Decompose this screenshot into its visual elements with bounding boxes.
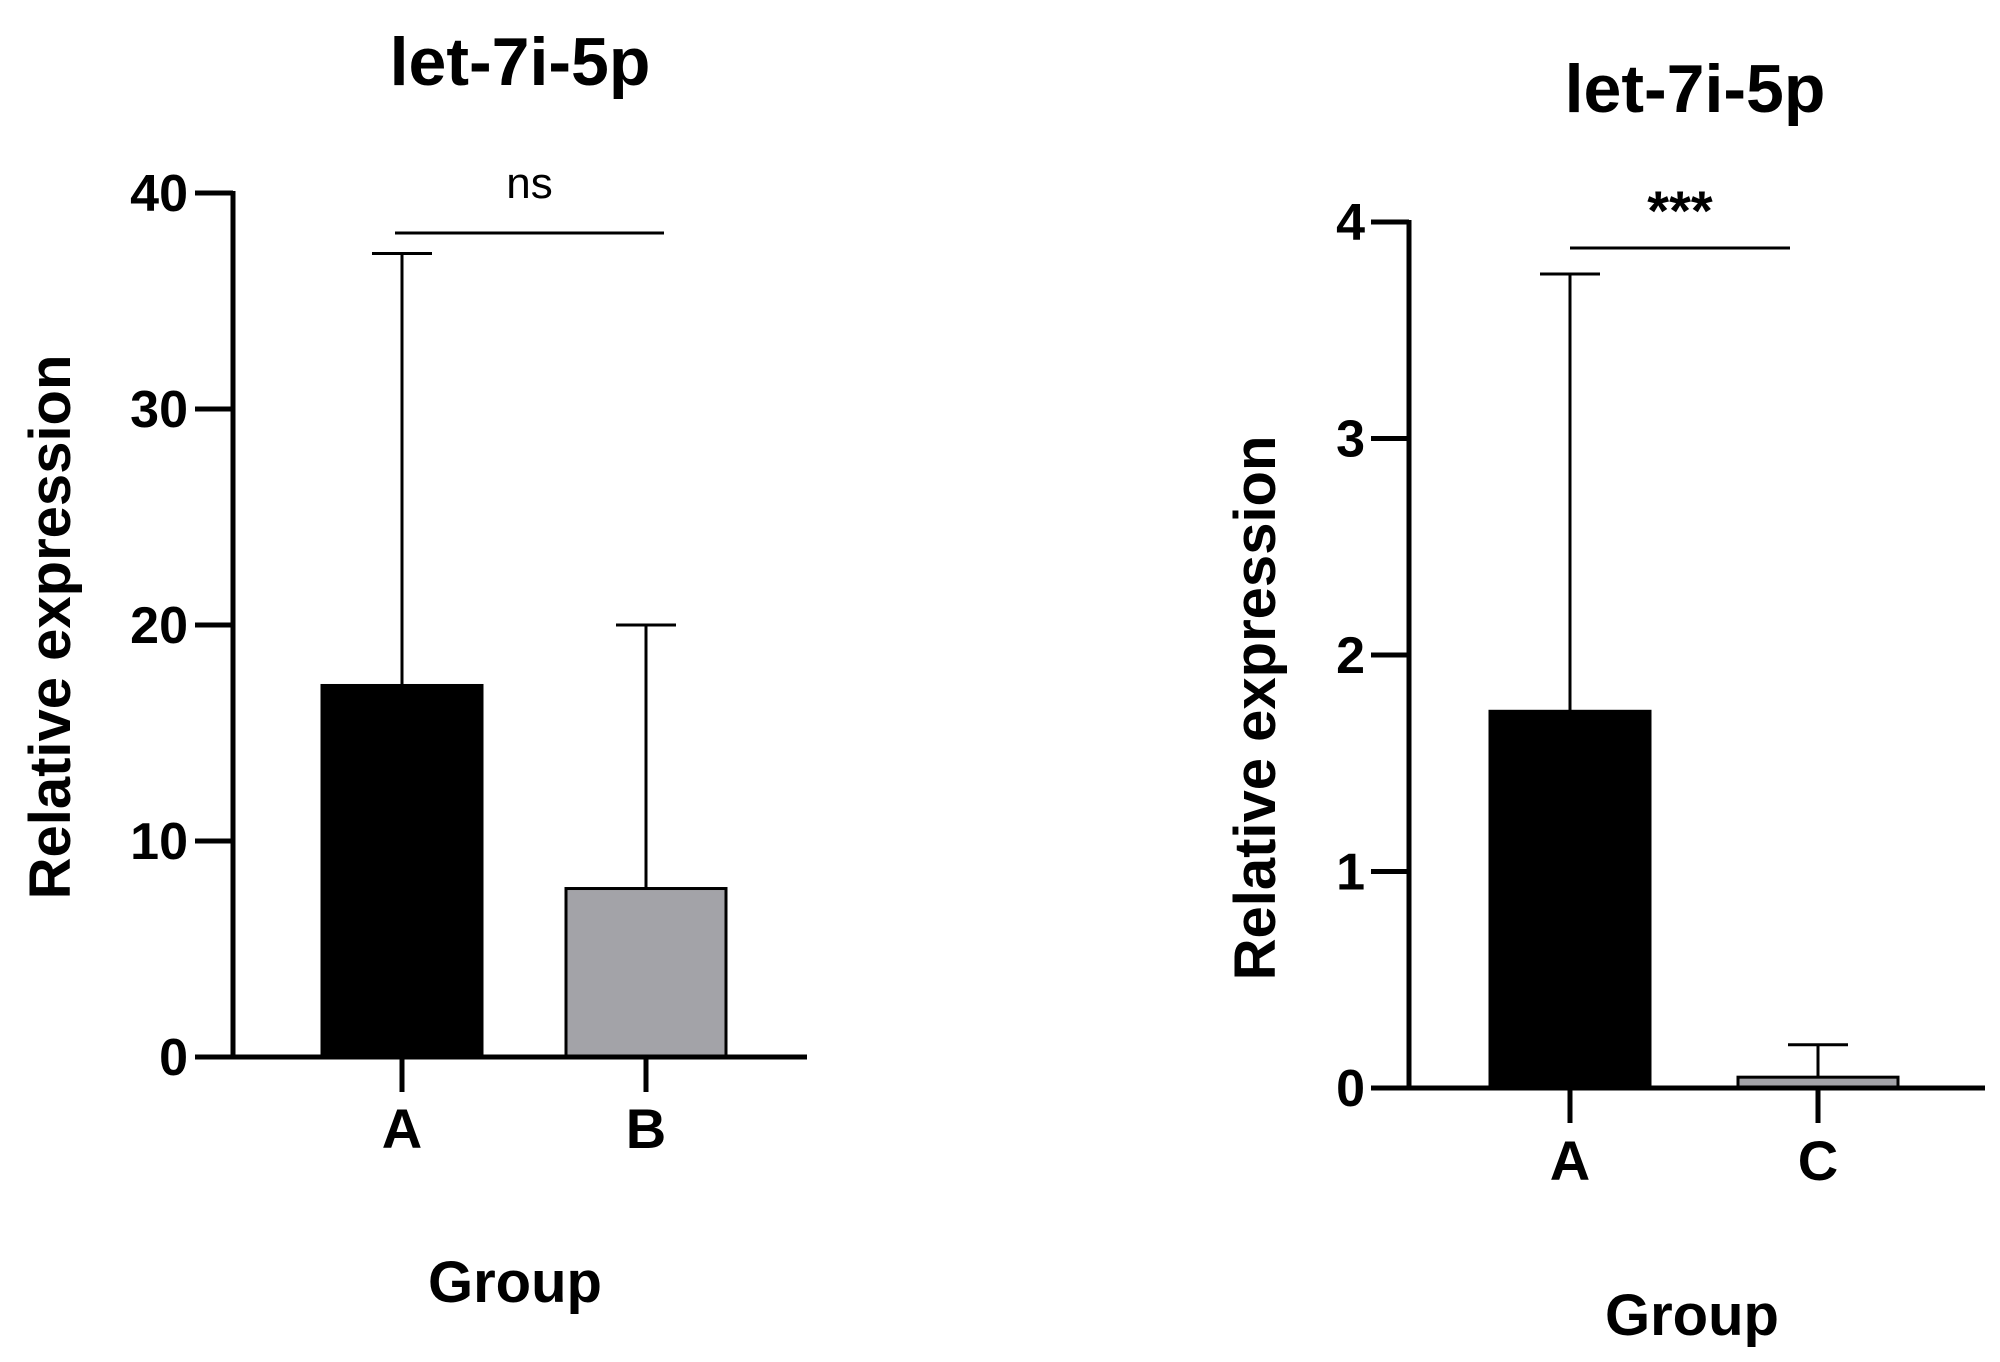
chart-left-y-tick-label: 10 <box>130 813 188 871</box>
chart-right-y-tick-label: 2 <box>1336 627 1365 685</box>
chart-left-bar-a <box>320 683 484 1059</box>
chart-left-bar-b <box>564 887 728 1059</box>
chart-left-x-axis-label: Group <box>428 1250 602 1315</box>
chart-right-x-axis-label: Group <box>1605 1283 1779 1348</box>
chart-left-y-tick-label: 0 <box>159 1029 188 1087</box>
chart-left-significance-label: ns <box>506 159 552 208</box>
chart-right-y-tick-label: 3 <box>1336 411 1365 469</box>
chart-right: let-7i-5p Relative expression Group 0 1 2 3… <box>1223 51 1985 1348</box>
chart-left-category-label: A <box>382 1097 422 1160</box>
chart-right-bar-a <box>1488 709 1652 1090</box>
chart-right-y-tick-label: 4 <box>1336 194 1365 252</box>
chart-left-y-tick-label: 30 <box>130 381 188 439</box>
chart-left-y-tick-label: 40 <box>130 165 188 223</box>
chart-left-y-tick-label: 20 <box>130 597 188 655</box>
chart-right-title: let-7i-5p <box>1565 51 1826 127</box>
chart-right-significance-label: *** <box>1647 179 1713 242</box>
chart-left: let-7i-5p Relative expression Group 0 10 2… <box>18 24 807 1315</box>
chart-right-category-label: A <box>1550 1129 1590 1192</box>
chart-left-y-axis-label: Relative expression <box>18 355 83 900</box>
chart-right-category-label: C <box>1798 1129 1838 1192</box>
chart-left-title: let-7i-5p <box>390 24 651 100</box>
chart-left-category-label: B <box>626 1097 666 1160</box>
chart-right-y-tick-label: 1 <box>1336 844 1365 902</box>
chart-right-y-tick-label: 0 <box>1336 1060 1365 1118</box>
chart-right-y-axis-label: Relative expression <box>1223 436 1288 981</box>
